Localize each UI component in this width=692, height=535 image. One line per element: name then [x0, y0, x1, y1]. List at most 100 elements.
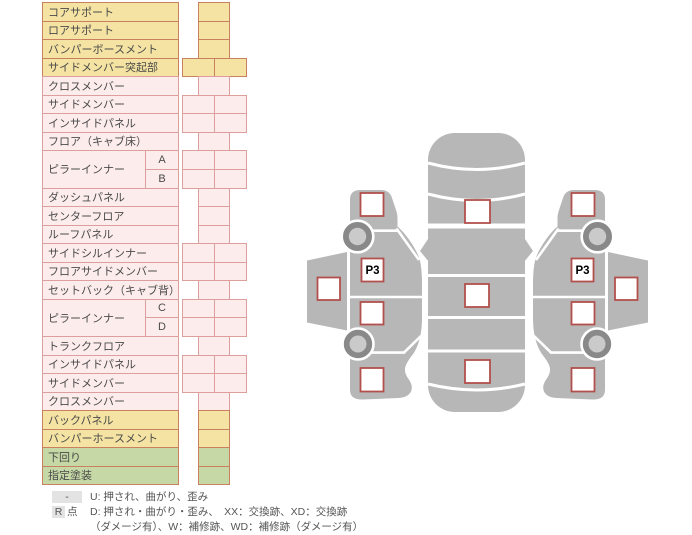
damage-cell[interactable] — [198, 206, 230, 226]
part-row: サイドメンバー — [42, 373, 252, 393]
damage-cell-right[interactable] — [214, 373, 247, 393]
marker-front-door[interactable] — [360, 257, 385, 283]
damage-cell-right[interactable] — [214, 243, 247, 263]
legend-row-u: - U: 押され、曲がり、歪み — [52, 490, 363, 503]
legend: - U: 押され、曲がり、歪み R 点 D: 押され・曲がり・歪み、 XX：交換… — [52, 490, 363, 535]
part-label: センターフロア — [42, 206, 179, 226]
damage-cell[interactable] — [198, 336, 230, 356]
part-label: バックパネル — [42, 410, 179, 430]
part-row: バックパネル — [42, 410, 252, 430]
part-row: ルーフパネル — [42, 224, 252, 244]
part-row: サイドメンバー突起部 — [42, 57, 252, 77]
damage-cell[interactable] — [198, 447, 230, 467]
part-row: クロスメンバー — [42, 76, 252, 96]
damage-cell[interactable] — [214, 150, 247, 170]
part-label: クロスメンバー — [42, 76, 179, 96]
damage-cell-left[interactable] — [182, 373, 215, 393]
part-row-pillar-rear: ピラーインナー C D — [42, 298, 252, 337]
part-row: インサイドパネル — [42, 113, 252, 133]
pillar-sub-column: A B — [145, 150, 179, 189]
marker-trunk[interactable] — [464, 359, 491, 384]
part-label: ロアサポート — [42, 20, 179, 40]
part-row: バンパーホースメント — [42, 428, 252, 448]
part-row: サイドシルインナー — [42, 243, 252, 263]
damage-cell[interactable] — [214, 298, 247, 319]
left-door-damage-code: P3 — [365, 265, 379, 277]
damage-cell[interactable] — [214, 168, 247, 189]
part-label: 下回り — [42, 447, 179, 467]
part-label: サイドメンバー — [42, 373, 179, 393]
damage-cell-left[interactable] — [182, 113, 215, 133]
front-wheel-hub — [348, 227, 367, 246]
damage-cell[interactable] — [214, 317, 247, 337]
part-label: 指定塗装 — [42, 465, 179, 485]
damage-cell[interactable] — [198, 20, 230, 40]
part-row: フロアサイドメンバー — [42, 261, 252, 281]
pillar-sub-d: D — [145, 317, 179, 337]
part-label: インサイドパネル — [42, 354, 179, 374]
windshield-band — [420, 231, 533, 262]
part-label: トランクフロア — [42, 336, 179, 356]
marker-sill[interactable] — [316, 276, 341, 301]
damage-cell[interactable] — [198, 391, 230, 411]
damage-cell-left[interactable] — [182, 94, 215, 114]
part-label: インサイドパネル — [42, 113, 179, 133]
damage-cell[interactable] — [198, 39, 230, 59]
part-row: フロア（キャブ床） — [42, 131, 252, 151]
marker-hood[interactable] — [464, 199, 491, 224]
damage-cell-right[interactable] — [214, 94, 247, 114]
marker-roof[interactable] — [464, 283, 490, 308]
legend-badge-r: R — [52, 505, 65, 518]
damage-cell-right[interactable] — [214, 57, 247, 77]
marker-rear-door[interactable] — [359, 301, 385, 326]
marker-front-fender[interactable] — [359, 192, 385, 217]
part-row: ダッシュパネル — [42, 187, 252, 207]
damage-cell[interactable] — [198, 2, 230, 22]
damage-cell[interactable] — [198, 76, 230, 96]
right-door-damage-code: P3 — [575, 265, 589, 277]
damage-cell[interactable] — [198, 280, 230, 300]
legend-text-u: U: 押され、曲がり、歪み — [90, 491, 209, 503]
pillar-sub-c: C — [145, 298, 179, 319]
damage-cell[interactable] — [198, 224, 230, 244]
part-row: 下回り — [42, 447, 252, 467]
legend-text-d: D: 押され・曲がり・歪み、 XX：交換跡、XD：交換跡 — [90, 506, 348, 518]
legend-row-r: R 点 D: 押され・曲がり・歪み、 XX：交換跡、XD：交換跡 — [52, 505, 363, 518]
part-row: サイドメンバー — [42, 94, 252, 114]
damage-cell[interactable] — [182, 168, 215, 189]
damage-cell-right[interactable] — [214, 113, 247, 133]
part-row: コアサポート — [42, 2, 252, 22]
damage-cell[interactable] — [198, 410, 230, 430]
part-row: ロアサポート — [42, 20, 252, 40]
damage-cell-left[interactable] — [182, 57, 215, 77]
damage-cell[interactable] — [198, 131, 230, 151]
part-label: サイドメンバー突起部 — [42, 57, 179, 77]
damage-cell[interactable] — [182, 150, 215, 170]
pillar-sub-b: B — [145, 168, 179, 189]
part-label: バンパーボースメント — [42, 39, 179, 59]
part-label: ピラーインナー — [42, 150, 146, 189]
damage-cell-right[interactable] — [214, 261, 247, 281]
marker-rear-fender[interactable] — [359, 367, 385, 393]
damage-cell[interactable] — [198, 465, 230, 485]
damage-cell[interactable] — [182, 298, 215, 319]
part-label: ダッシュパネル — [42, 187, 179, 207]
legend-text-continued: （ダメージ有）、W：補修跡、WD：補修跡（ダメージ有） — [90, 521, 364, 533]
part-row: クロスメンバー — [42, 391, 252, 411]
right-side-view — [531, 188, 650, 401]
part-row-pillar-front: ピラーインナー A B — [42, 150, 252, 189]
damage-cell-left[interactable] — [182, 354, 215, 374]
damage-cell-left[interactable] — [182, 261, 215, 281]
damage-cell[interactable] — [182, 317, 215, 337]
car-damage-diagram: P3 P3 — [307, 133, 650, 412]
damage-cell[interactable] — [198, 428, 230, 448]
damage-cell-left[interactable] — [182, 243, 215, 263]
top-view — [420, 133, 533, 412]
part-row: セットバック（キャブ背） — [42, 280, 252, 300]
top-view-body — [428, 133, 525, 412]
pillar-sub-a: A — [145, 150, 179, 170]
part-label: ピラーインナー — [42, 298, 146, 337]
damage-cell[interactable] — [198, 187, 230, 207]
damage-cell-right[interactable] — [214, 354, 247, 374]
